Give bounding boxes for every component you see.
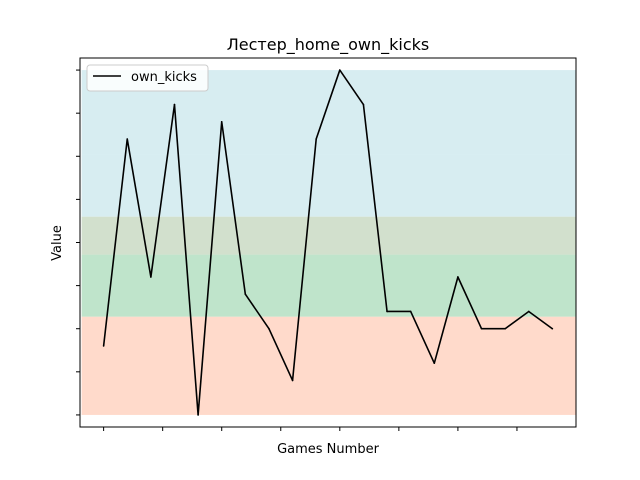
data-point-17 xyxy=(504,327,506,330)
background-band-1 xyxy=(81,254,576,317)
data-point-15 xyxy=(457,276,459,278)
legend-entry-own-kicks: own_kicks xyxy=(131,70,197,85)
background-band-2 xyxy=(81,216,576,255)
data-point-3 xyxy=(173,103,176,106)
data-point-1 xyxy=(126,138,129,140)
data-point-18 xyxy=(527,310,530,313)
legend-box xyxy=(86,64,209,92)
data-point-19 xyxy=(551,327,554,330)
background-bands xyxy=(81,70,576,415)
x-axis-ticks xyxy=(103,427,518,431)
series-layer xyxy=(102,69,554,416)
chart-title: Лестер_home_own_kicks xyxy=(227,35,429,55)
data-point-4 xyxy=(197,414,199,416)
data-point-8 xyxy=(291,379,294,382)
data-point-6 xyxy=(244,293,247,296)
data-point-12 xyxy=(386,310,388,313)
data-point-2 xyxy=(150,276,152,278)
series-line-own_kicks xyxy=(102,69,553,416)
data-point-0 xyxy=(102,345,105,347)
data-point-11 xyxy=(362,103,365,106)
x-axis-label: Games Number xyxy=(277,442,379,457)
data-point-10 xyxy=(339,69,341,71)
legend: own_kicks xyxy=(86,64,209,92)
data-point-5 xyxy=(220,120,223,123)
background-band-0 xyxy=(81,316,576,415)
y-axis-ticks xyxy=(76,69,80,416)
data-point-14 xyxy=(433,362,436,365)
data-point-16 xyxy=(480,327,483,330)
data-point-7 xyxy=(268,327,270,330)
data-point-9 xyxy=(315,138,317,140)
background-band-3 xyxy=(81,154,576,217)
y-axis-label: Value xyxy=(50,225,65,261)
data-point-13 xyxy=(409,310,412,313)
